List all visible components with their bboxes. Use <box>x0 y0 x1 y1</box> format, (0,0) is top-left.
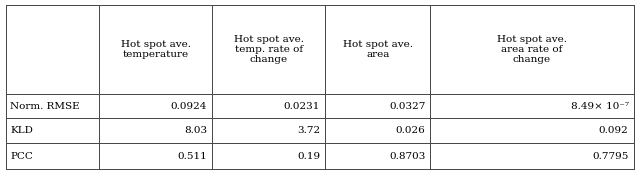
Text: 0.026: 0.026 <box>396 126 426 135</box>
Text: 8.03: 8.03 <box>184 126 207 135</box>
Text: 0.092: 0.092 <box>599 126 628 135</box>
Text: 0.511: 0.511 <box>177 152 207 161</box>
Text: PCC: PCC <box>10 152 33 161</box>
Text: 0.19: 0.19 <box>297 152 320 161</box>
Text: 0.7795: 0.7795 <box>592 152 628 161</box>
Text: Hot spot ave.
temp. rate of
change: Hot spot ave. temp. rate of change <box>234 35 303 64</box>
Text: KLD: KLD <box>10 126 33 135</box>
Text: 0.0924: 0.0924 <box>171 102 207 111</box>
Text: Norm. RMSE: Norm. RMSE <box>10 102 80 111</box>
Text: 0.0231: 0.0231 <box>284 102 320 111</box>
Text: 3.72: 3.72 <box>297 126 320 135</box>
Text: Hot spot ave.
temperature: Hot spot ave. temperature <box>121 40 191 59</box>
Text: 0.0327: 0.0327 <box>389 102 426 111</box>
Text: 0.8703: 0.8703 <box>389 152 426 161</box>
Text: Hot spot ave.
area: Hot spot ave. area <box>342 40 413 59</box>
Text: 8.49× 10⁻⁷: 8.49× 10⁻⁷ <box>571 102 628 111</box>
Text: Hot spot ave.
area rate of
change: Hot spot ave. area rate of change <box>497 35 567 64</box>
